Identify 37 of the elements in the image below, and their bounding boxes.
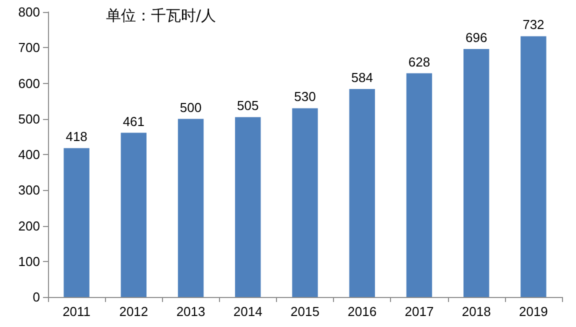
bar <box>463 49 490 297</box>
x-tick-label: 2014 <box>233 304 262 319</box>
x-tick-label: 2017 <box>404 304 434 319</box>
data-label: 628 <box>408 54 430 70</box>
x-tick-label: 2012 <box>119 304 148 319</box>
x-tick-label: 2015 <box>290 304 320 319</box>
x-tick-label: 2016 <box>348 304 377 319</box>
data-label: 418 <box>66 129 88 144</box>
y-tick-label: 200 <box>18 218 40 234</box>
data-label: 505 <box>237 98 259 114</box>
bar <box>406 73 432 297</box>
bar <box>178 118 204 297</box>
y-tick-label: 600 <box>18 76 40 91</box>
x-tick-label: 2019 <box>518 304 548 319</box>
data-label: 500 <box>180 100 202 115</box>
y-tick-label: 0 <box>32 290 40 304</box>
annotation: 单位：千瓦时/人 <box>106 6 216 24</box>
x-tick-label: 2011 <box>62 304 91 319</box>
bar <box>292 108 318 297</box>
bar <box>64 148 90 297</box>
data-label: 732 <box>522 17 544 32</box>
bar <box>520 36 546 297</box>
bar <box>120 132 147 297</box>
data-label: 530 <box>294 89 316 104</box>
bar <box>349 88 375 297</box>
data-label: 696 <box>465 30 488 46</box>
y-tick-label: 300 <box>18 182 40 198</box>
x-tick-label: 2013 <box>176 304 206 319</box>
y-tick-label: 700 <box>18 40 40 56</box>
y-tick-label: 800 <box>18 4 40 20</box>
y-tick-label: 400 <box>18 147 40 162</box>
y-tick-label: 500 <box>18 111 40 126</box>
x-tick-label: 2018 <box>462 304 491 319</box>
data-label: 461 <box>122 114 145 129</box>
data-label: 584 <box>351 70 373 85</box>
y-tick-label: 100 <box>18 254 40 269</box>
bar <box>235 117 261 297</box>
